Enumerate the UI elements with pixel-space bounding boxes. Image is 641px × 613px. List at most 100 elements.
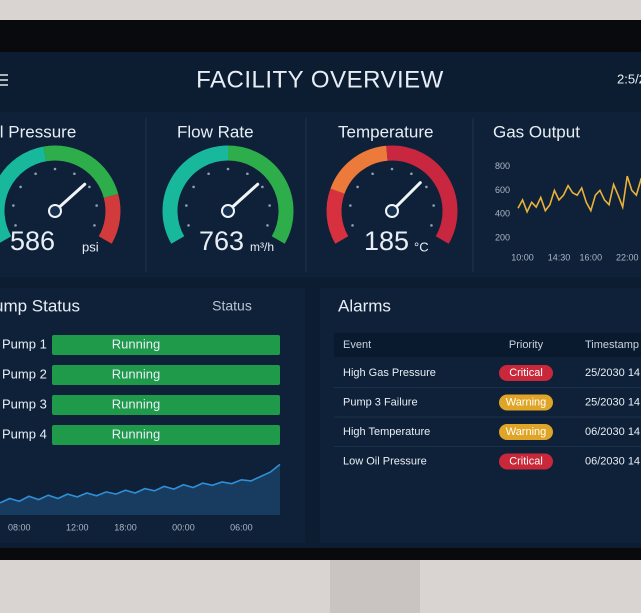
chart-title: Gas Output [493, 122, 580, 141]
gauge-tick [425, 185, 428, 189]
gauge-title: Flow Rate [177, 122, 254, 141]
pump-panel [0, 288, 305, 543]
gauge-unit: psi [82, 239, 99, 254]
line [517, 175, 641, 214]
gauge-title: Temperature [338, 122, 433, 141]
gauge-arc [227, 145, 294, 244]
status-bar [52, 395, 280, 415]
gauge-tick [390, 167, 394, 171]
gauge-tick [12, 204, 15, 207]
alarm-panel [320, 288, 641, 543]
priority-pill [499, 365, 553, 381]
status-bar [52, 365, 280, 385]
pump-status: Running [112, 366, 160, 381]
gauge-tick [268, 204, 271, 207]
gauge-tick [246, 172, 249, 176]
panel-title: Alarms [338, 296, 391, 315]
x-tick-label: 10:00 [511, 252, 534, 262]
gauge-tick [14, 224, 17, 227]
gauge-hub [48, 204, 62, 218]
gauge-tick [261, 185, 264, 189]
gauge-unit: °C [414, 239, 429, 254]
pump-name: Pump 4 [2, 426, 47, 441]
alarm-event: Low Oil Pressure [343, 455, 427, 467]
priority-pill [499, 453, 553, 470]
gauge-tick [356, 185, 359, 189]
column-header: Timestamp [585, 339, 639, 351]
alarm-time: 06/2030 14: [585, 455, 641, 467]
priority-pill [499, 424, 553, 440]
x-tick-label: 14:30 [548, 252, 571, 262]
alarm-priority: Warning [506, 396, 547, 408]
y-tick-label: 800 [495, 161, 510, 171]
pump-status: Running [112, 426, 160, 441]
gauge-tick [88, 185, 91, 189]
gauge-arc [98, 194, 121, 244]
gauge-tick [351, 224, 354, 227]
line [0, 463, 281, 504]
y-tick-label: 400 [495, 209, 510, 219]
y-tick-label: 200 [495, 232, 510, 242]
gauge-tick [432, 204, 435, 207]
x-tick-label: 16:00 [580, 252, 603, 262]
alarm-event: High Temperature [343, 426, 430, 438]
alarm-event: Pump 3 Failure [343, 396, 418, 408]
x-tick-label: 00:00 [172, 522, 195, 532]
alarm-priority: Critical [509, 455, 543, 467]
stand [330, 560, 420, 613]
gauge-tick [430, 224, 433, 227]
gauge-arc [0, 146, 47, 243]
gauge-tick [349, 204, 352, 207]
area [0, 464, 280, 515]
gauge-tick [95, 204, 98, 207]
gauge-hub [221, 204, 235, 218]
table-header [334, 333, 641, 357]
gauge-arc [326, 188, 349, 244]
gauge-value: 763 [199, 226, 244, 256]
clock: 2:5/2 [617, 71, 641, 86]
gauge-value: 185 [364, 226, 409, 256]
x-tick-label: 22:00 [616, 252, 639, 262]
column-header: Status [212, 298, 252, 314]
gauge-tick [19, 185, 22, 189]
alarm-time: 06/2030 14: [585, 426, 641, 438]
gauge-tick [73, 172, 76, 176]
gauge-unit: m³/h [250, 240, 274, 254]
y-tick-label: 600 [495, 185, 510, 195]
gauge-arc [43, 145, 119, 199]
gauge-tick [192, 185, 195, 189]
status-bar [52, 335, 280, 355]
gauge-tick [266, 224, 269, 227]
gauge-tick [226, 167, 230, 171]
x-tick-label: 18:00 [114, 522, 137, 532]
status-bar [52, 425, 280, 445]
gauge-hub [385, 204, 399, 218]
gauge-tick [207, 172, 210, 176]
pump-status: Running [112, 336, 160, 351]
gauge-tick [187, 224, 190, 227]
gauge-tick [185, 204, 188, 207]
gauge-arc [330, 145, 388, 195]
page-title: FACILITY OVERVIEW [196, 66, 444, 93]
alarm-event: High Gas Pressure [343, 367, 436, 379]
pump-status: Running [112, 396, 160, 411]
gauge-title: il Pressure [0, 122, 76, 141]
alarm-priority: Warning [506, 426, 547, 438]
menu-icon[interactable] [0, 74, 8, 86]
alarm-time: 25/2030 14: [585, 396, 641, 408]
gauge-tick [371, 172, 374, 176]
gauge-arc [386, 145, 458, 244]
alarm-priority: Critical [509, 367, 543, 379]
column-header: Priority [509, 339, 544, 351]
pump-name: Pump 2 [2, 366, 47, 381]
pump-name: Pump 1 [2, 336, 47, 351]
x-tick-label: 06:00 [230, 522, 253, 532]
column-header: Event [343, 339, 371, 351]
gauge-value: 586 [10, 226, 55, 256]
pump-name: Pump 3 [2, 396, 47, 411]
x-tick-label: 08:00 [8, 522, 31, 532]
gauge-tick [34, 172, 37, 176]
panel-title: ump Status [0, 296, 80, 315]
